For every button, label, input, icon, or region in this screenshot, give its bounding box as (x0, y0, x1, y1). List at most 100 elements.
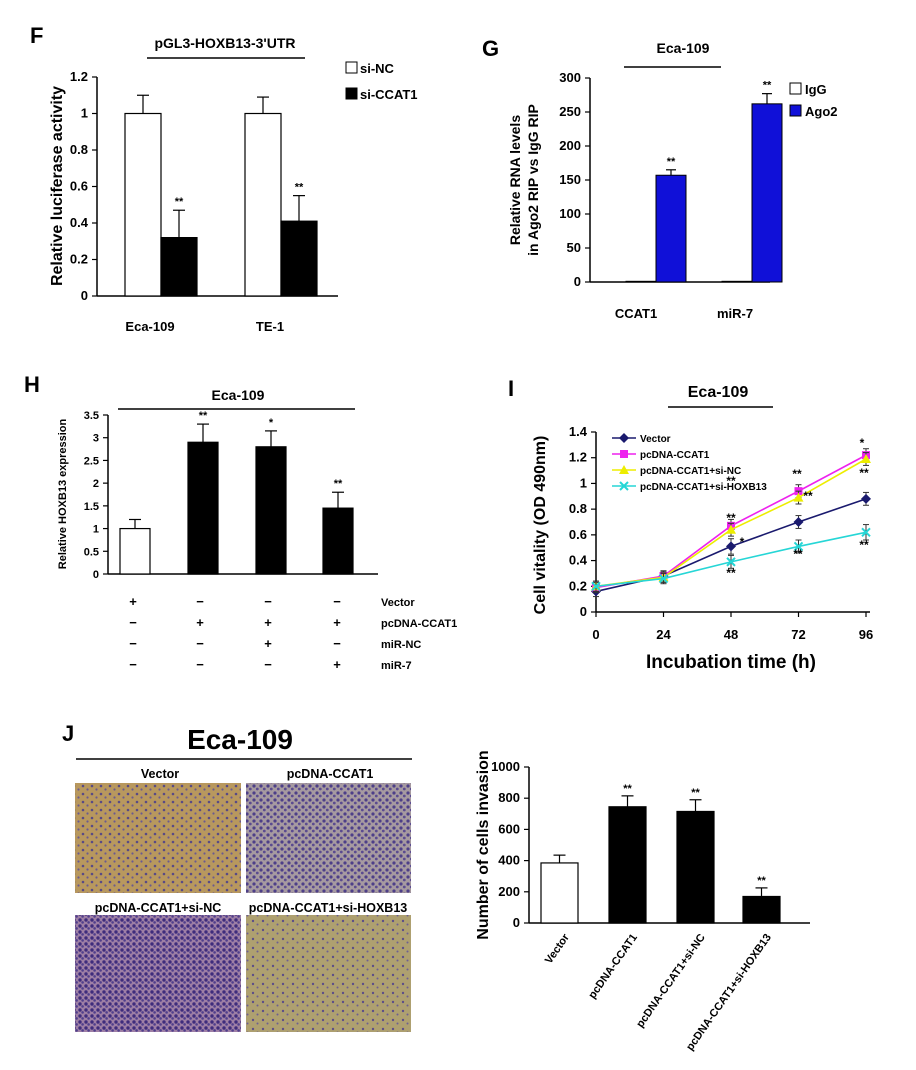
legend-label: si-NC (360, 61, 395, 76)
data-point (861, 527, 871, 537)
x-tick-label: 24 (656, 627, 671, 642)
bar (751, 103, 783, 283)
y-tick-label: 1 (580, 475, 587, 490)
bar (124, 112, 162, 297)
y-tick-label: 600 (498, 821, 520, 836)
bar (655, 174, 687, 283)
data-point (726, 524, 736, 534)
x-tick-label: Eca-109 (125, 319, 174, 334)
legend-label: pcDNA-CCAT1+si-NC (640, 466, 741, 477)
bar (742, 895, 781, 924)
panel-letter-i: I (508, 376, 514, 401)
micrograph-image (75, 915, 241, 1032)
x-tick-label: CCAT1 (615, 306, 657, 321)
panel-g-chart: Eca-109 Relative RNA levels in Ago2 RIP vs… (507, 40, 838, 321)
y-tick-label: 2 (93, 478, 99, 490)
y-tick-label: 300 (559, 70, 581, 85)
micrograph-image (75, 783, 241, 893)
y-axis-label: Number of cells invasion (475, 750, 492, 939)
significance-mark: ** (295, 182, 304, 194)
micrograph-title: Eca-109 (187, 724, 293, 755)
condition-sign: + (333, 657, 341, 672)
panel-letter-j: J (62, 721, 74, 746)
bar (244, 112, 282, 297)
condition-sign: − (264, 657, 272, 672)
significance-mark: ** (757, 875, 766, 887)
x-tick-label: pcDNA-CCAT1+si-NC (634, 932, 708, 1030)
y-tick-label: 3.5 (84, 410, 99, 422)
panel-j-micrographs: Eca-109 Vector pcDNA-CCAT1 pcDNA-CCAT1+si-N… (75, 724, 412, 1032)
y-tick-label: 200 (559, 138, 581, 153)
y-axis-label: Relative RNA levels (507, 115, 523, 245)
data-point (861, 493, 871, 504)
panel-f-chart: pGL3-HOXB13-3'UTR Relative luciferase act… (49, 35, 418, 334)
condition-sign: − (333, 636, 341, 651)
micrograph-label: pcDNA-CCAT1+si-HOXB13 (249, 901, 408, 915)
data-point (620, 450, 628, 458)
y-tick-label: 0.4 (70, 215, 89, 230)
data-point (591, 581, 601, 591)
panel-letter-g: G (482, 36, 499, 61)
data-point (658, 573, 669, 584)
panel-letter-h: H (24, 372, 40, 397)
condition-sign: − (129, 615, 137, 630)
data-point (726, 557, 736, 567)
significance-mark: ** (763, 80, 772, 92)
condition-label: Vector (381, 597, 415, 609)
micrograph-label: Vector (141, 767, 179, 781)
condition-label: miR-7 (381, 660, 412, 672)
condition-sign: − (196, 594, 204, 609)
panel-j-chart: Number of cells invasion 0 200 400 600 800 100… (475, 750, 810, 1053)
bar (322, 507, 354, 575)
significance-mark: ** (199, 410, 208, 422)
x-tick-label: 48 (724, 627, 738, 642)
y-axis-label: Relative luciferase activity (49, 86, 66, 286)
y-tick-label: 0 (513, 915, 520, 930)
data-point (619, 433, 629, 443)
chart-title: Eca-109 (212, 387, 265, 403)
y-tick-label: 150 (559, 172, 581, 187)
significance-mark: ** (667, 156, 676, 168)
bar (608, 806, 647, 924)
y-tick-label: 800 (498, 790, 520, 805)
y-tick-label: 1.2 (70, 69, 88, 84)
chart-title: pGL3-HOXB13-3'UTR (154, 35, 295, 51)
bar (625, 280, 657, 283)
y-tick-label: 1.5 (84, 501, 99, 513)
significance-mark: * (269, 417, 274, 429)
bar (119, 527, 151, 575)
panel-i-chart: Eca-109 Cell vitality (OD 490nm) 0 0.2 0.4 0.… (532, 384, 873, 673)
legend-label: Vector (640, 434, 671, 445)
y-tick-label: 0 (81, 288, 88, 303)
y-tick-label: 0.4 (569, 553, 588, 568)
y-tick-label: 0.5 (84, 546, 99, 558)
condition-label: pcDNA-CCAT1 (381, 618, 457, 630)
panel-h-chart: Eca-109 Relative HOXB13 expression 0 0.5 1 1.… (57, 387, 457, 672)
bar (721, 280, 753, 283)
condition-sign: − (333, 594, 341, 609)
bar (280, 220, 318, 297)
x-axis-label: Incubation time (h) (646, 652, 816, 673)
y-axis-label: Cell vitality (OD 490nm) (532, 436, 549, 615)
chart-title: Eca-109 (657, 40, 710, 56)
legend-label: pcDNA-CCAT1 (640, 450, 710, 461)
legend-label: IgG (805, 82, 827, 97)
condition-sign: − (129, 636, 137, 651)
significance-mark: ** (726, 566, 736, 580)
x-tick-label: Vector (543, 931, 573, 966)
y-tick-label: 0 (574, 274, 581, 289)
data-point (861, 454, 871, 463)
significance-mark: ** (859, 466, 869, 480)
micrograph-label: pcDNA-CCAT1 (287, 767, 374, 781)
y-tick-label: 2.5 (84, 455, 99, 467)
significance-mark: ** (623, 783, 632, 795)
condition-sign: + (264, 636, 272, 651)
legend-label: Ago2 (805, 104, 838, 119)
condition-sign: + (264, 615, 272, 630)
x-tick-label: 96 (859, 627, 873, 642)
y-axis-label: Relative HOXB13 expression (57, 419, 69, 570)
y-axis-label: in Ago2 RIP vs IgG RIP (525, 104, 541, 256)
y-tick-label: 0.6 (569, 527, 587, 542)
significance-mark: ** (334, 478, 343, 490)
y-tick-label: 50 (567, 240, 581, 255)
